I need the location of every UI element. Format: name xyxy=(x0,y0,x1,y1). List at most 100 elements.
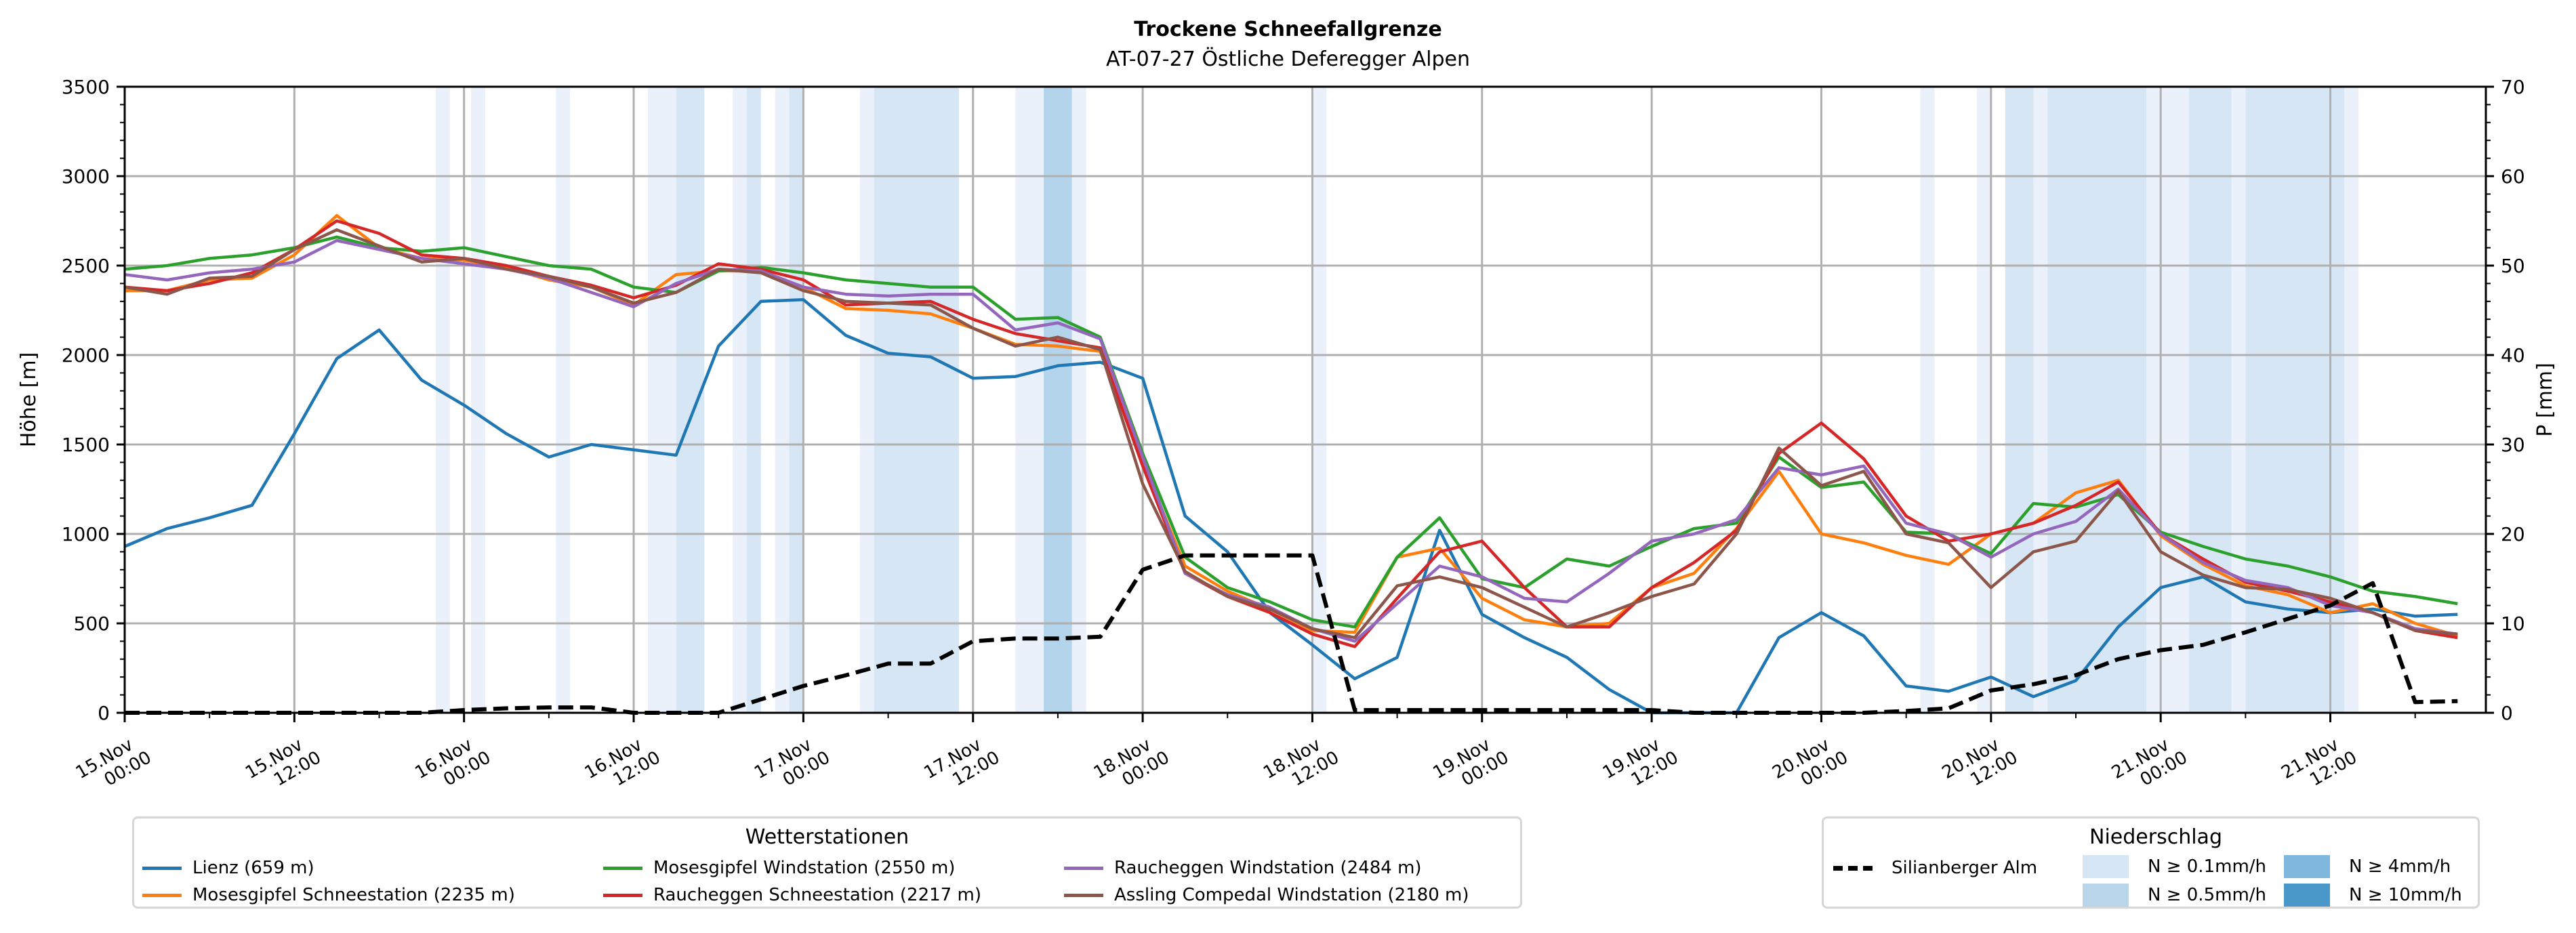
legend-swatch xyxy=(2284,855,2330,878)
chart-title: Trockene Schneefallgrenze xyxy=(1134,18,1442,41)
precip-band xyxy=(746,87,761,713)
precip-band xyxy=(1044,87,1072,713)
x-tick-label: 16.Nov00:00 xyxy=(411,730,494,801)
legend-swatch xyxy=(142,893,182,897)
y-axis-label-right: P [mm] xyxy=(2533,362,2557,436)
precip-band xyxy=(2005,87,2034,713)
precip-band xyxy=(1015,87,1044,713)
y-tick-label: 1000 xyxy=(62,523,110,545)
legend-item: Raucheggen Schneestation (2217 m) xyxy=(603,885,981,905)
precip-band xyxy=(556,87,571,713)
precip-band xyxy=(2146,87,2189,713)
legend-label: Mosesgipfel Schneestation (2235 m) xyxy=(192,885,515,905)
y-axis-label: Höhe [m] xyxy=(17,352,41,448)
legend-swatch xyxy=(1064,866,1103,870)
x-tick-label: 17.Nov12:00 xyxy=(920,730,1003,801)
legend-dash-swatch xyxy=(1833,865,1873,871)
y-right-tick-label: 30 xyxy=(2501,434,2525,456)
x-tick-label: 19.Nov12:00 xyxy=(1599,730,1682,801)
x-tick-label: 19.Nov00:00 xyxy=(1430,730,1513,801)
precip-band xyxy=(1976,87,1991,713)
legend-swatch xyxy=(2083,884,2129,907)
precip-band xyxy=(2047,87,2147,713)
plot-frame xyxy=(123,85,2487,714)
legend-label: N ≥ 0.5mm/h xyxy=(2148,885,2267,905)
legend-label: N ≥ 4mm/h xyxy=(2349,856,2451,877)
y-right-tick-label: 50 xyxy=(2501,255,2525,277)
y-right-tick-label: 60 xyxy=(2501,165,2525,188)
precip-legend: Niederschlag Silianberger Alm N ≥ 0.1mm/h… xyxy=(1822,816,2480,909)
legend-swatch xyxy=(2284,884,2330,907)
legend-label: N ≥ 0.1mm/h xyxy=(2148,856,2267,877)
y-right-tick-label: 70 xyxy=(2501,76,2525,98)
x-tick-label: 15.Nov12:00 xyxy=(242,730,325,801)
legend-swatch xyxy=(2083,855,2129,878)
legend-label: Assling Compedal Windstation (2180 m) xyxy=(1114,885,1469,905)
legend-swatch xyxy=(603,866,642,870)
y-right-tick-label: 20 xyxy=(2501,523,2525,545)
legend-item: N ≥ 4mm/h xyxy=(2284,855,2451,878)
precip-band xyxy=(2344,87,2359,713)
precip-band xyxy=(874,87,959,713)
legend-swatch xyxy=(603,893,642,897)
series-line-assling-compedal-windstation-2180-m- xyxy=(124,228,2458,640)
precip-band xyxy=(2188,87,2232,713)
x-tick-label: 16.Nov12:00 xyxy=(581,730,664,801)
legend-label: N ≥ 10mm/h xyxy=(2349,885,2462,905)
stations-legend-title: Wetterstationen xyxy=(745,825,909,849)
series-line-lienz-659-m- xyxy=(124,297,2458,715)
x-tick-label: 18.Nov12:00 xyxy=(1260,730,1343,801)
x-tick-label: 21.Nov12:00 xyxy=(2278,730,2360,801)
precip-band xyxy=(859,87,874,713)
precipitation-bands xyxy=(435,87,2359,713)
y-tick-label: 2500 xyxy=(62,255,110,277)
series-line-raucheggen-schneestation-2217-m- xyxy=(124,219,2458,648)
x-tick-label: 20.Nov12:00 xyxy=(1939,730,2022,801)
legend-item: Raucheggen Windstation (2484 m) xyxy=(1064,858,1422,878)
precip-band xyxy=(1312,87,1327,713)
y-tick-label: 3000 xyxy=(62,165,110,188)
y-right-tick-label: 10 xyxy=(2501,613,2525,635)
legend-label: Raucheggen Windstation (2484 m) xyxy=(1114,858,1422,878)
legend-item: Assling Compedal Windstation (2180 m) xyxy=(1064,885,1469,905)
y-tick-label: 2000 xyxy=(62,344,110,367)
legend-label: Silianberger Alm xyxy=(1892,858,2038,878)
legend-swatch xyxy=(142,866,182,870)
x-tick-label: 18.Nov00:00 xyxy=(1090,730,1173,801)
series-lines xyxy=(124,213,2458,715)
precip-band xyxy=(1071,87,1086,713)
y-tick-label: 3500 xyxy=(62,76,110,98)
precip-band xyxy=(775,87,790,713)
legend-item: N ≥ 10mm/h xyxy=(2284,884,2462,907)
chart-subtitle: AT-07-27 Östliche Deferegger Alpen xyxy=(1106,47,1470,71)
y-right-tick-label: 0 xyxy=(2501,702,2513,724)
precip-band xyxy=(733,87,747,713)
y-tick-label: 0 xyxy=(98,702,110,724)
x-tick-label: 17.Nov00:00 xyxy=(751,730,834,801)
precip-band xyxy=(471,87,485,713)
precip-band xyxy=(676,87,705,713)
y-tick-label: 500 xyxy=(74,613,110,635)
series-line-silianberger-alm xyxy=(125,553,2458,715)
stations-legend: Wetterstationen Lienz (659 m) Mosesgipfel… xyxy=(132,816,1522,909)
legend-label: Raucheggen Schneestation (2217 m) xyxy=(653,885,981,905)
x-tick-label: 20.Nov00:00 xyxy=(1769,730,1852,801)
precip-band xyxy=(1920,87,1935,713)
legend-swatch xyxy=(1064,893,1103,897)
legend-item: Mosesgipfel Schneestation (2235 m) xyxy=(142,885,515,905)
legend-item: N ≥ 0.5mm/h xyxy=(2083,884,2266,907)
legend-label: Lienz (659 m) xyxy=(192,858,314,878)
legend-item: Lienz (659 m) xyxy=(142,858,314,878)
x-tick-label: 15.Nov00:00 xyxy=(73,730,155,801)
legend-label: Mosesgipfel Windstation (2550 m) xyxy=(653,858,956,878)
x-tick-label: 21.Nov00:00 xyxy=(2108,730,2191,801)
precip-band xyxy=(789,87,804,713)
series-line-mosesgipfel-windstation-2550-m- xyxy=(124,235,2458,629)
precip-legend-title: Niederschlag xyxy=(2089,825,2222,849)
y-tick-label: 1500 xyxy=(62,434,110,456)
precip-band xyxy=(2231,87,2246,713)
precip-band xyxy=(435,87,450,713)
precip-band xyxy=(2033,87,2048,713)
y-right-tick-label: 40 xyxy=(2501,344,2525,367)
